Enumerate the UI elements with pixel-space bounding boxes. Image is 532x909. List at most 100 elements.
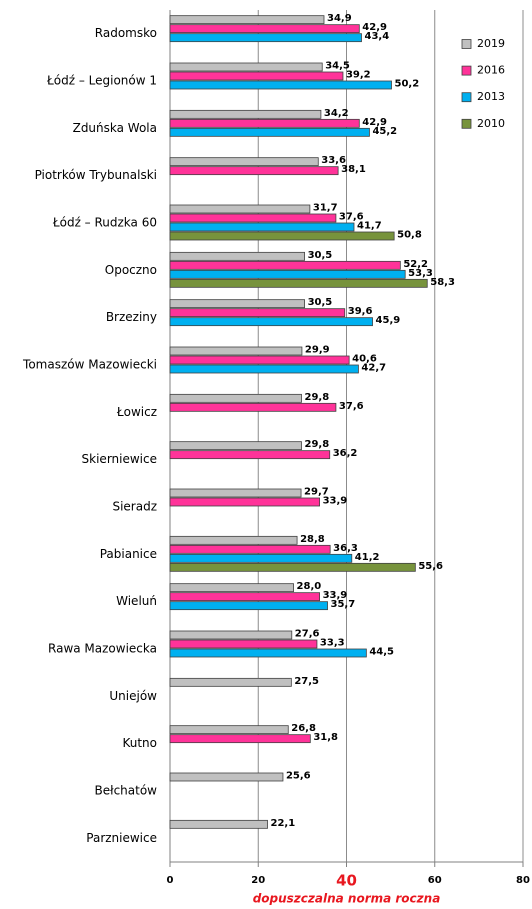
bar [169, 772, 284, 782]
bar [169, 308, 346, 318]
bar [169, 24, 360, 34]
value-label: 30,5 [308, 297, 333, 308]
category-label: Brzeziny [106, 310, 157, 324]
bar [169, 222, 355, 232]
bar [169, 346, 303, 356]
category-label: Łódź – Rudzka 60 [52, 216, 157, 230]
value-label: 31,7 [313, 203, 338, 214]
bar [169, 497, 320, 507]
value-label: 33,9 [323, 496, 348, 507]
bar [169, 317, 373, 327]
bar [169, 80, 392, 90]
x-tick-label: 0 [167, 875, 174, 886]
bar [169, 260, 401, 270]
value-label: 33,6 [321, 155, 346, 166]
bar [169, 269, 406, 279]
value-label: 39,6 [348, 306, 373, 317]
bar [169, 583, 294, 593]
value-label: 37,6 [339, 401, 364, 412]
bar [169, 648, 367, 658]
value-label: 43,4 [365, 31, 390, 42]
bar [169, 734, 311, 744]
bar [169, 819, 268, 829]
value-label: 53,3 [408, 268, 433, 279]
value-label: 29,7 [304, 487, 329, 498]
value-label: 33,3 [320, 638, 345, 649]
legend-label: 2013 [477, 90, 505, 103]
bar [169, 231, 395, 241]
value-label: 29,8 [304, 392, 329, 403]
bar [169, 157, 319, 167]
bar [169, 592, 320, 602]
legend-swatch [461, 92, 472, 103]
value-label: 34,2 [324, 108, 349, 119]
value-label: 28,0 [297, 581, 322, 592]
bar [169, 278, 428, 288]
value-label: 26,8 [291, 723, 316, 734]
bar [169, 450, 331, 460]
value-label: 30,5 [308, 250, 333, 261]
value-label: 50,8 [397, 230, 422, 241]
bar [169, 488, 302, 498]
category-label: Opoczno [105, 263, 157, 277]
bar [169, 725, 289, 735]
value-label: 44,5 [369, 647, 394, 658]
value-label: 42,7 [361, 363, 386, 374]
value-label: 42,9 [362, 117, 387, 128]
category-label: Kutno [122, 736, 157, 750]
value-label: 31,8 [313, 732, 338, 743]
value-label: 50,2 [395, 79, 420, 90]
value-label: 22,1 [271, 818, 296, 829]
bar [169, 62, 323, 72]
bar [169, 15, 325, 25]
value-label: 28,8 [300, 534, 325, 545]
value-label: 34,5 [325, 61, 350, 72]
legend-label: 2016 [477, 64, 505, 77]
annotation: dopuszczalna norma roczna [253, 892, 441, 906]
value-label: 58,3 [430, 277, 455, 288]
bar [169, 251, 305, 261]
bar [169, 364, 359, 374]
category-label: Pabianice [100, 547, 157, 561]
value-label: 25,6 [286, 771, 311, 782]
value-label: 39,2 [346, 70, 371, 81]
legend-swatch [461, 65, 472, 76]
bar [169, 355, 350, 365]
bar [169, 71, 344, 81]
bar [169, 441, 302, 451]
category-label: Łowicz [116, 405, 157, 419]
value-label: 55,6 [418, 561, 443, 572]
value-label: 33,9 [323, 590, 348, 601]
bar [169, 601, 328, 611]
bar [169, 118, 360, 128]
category-label: Radomsko [95, 26, 157, 40]
category-label: Uniejów [109, 689, 157, 703]
bar [169, 402, 337, 412]
value-label: 40,6 [352, 354, 377, 365]
x-tick-label: 40 [336, 872, 357, 890]
bar [169, 127, 370, 137]
value-label: 38,1 [341, 164, 366, 175]
bar [169, 677, 292, 687]
legend-label: 2010 [477, 117, 505, 130]
value-label: 27,5 [294, 676, 319, 687]
value-label: 36,2 [333, 448, 358, 459]
category-label: Łódź – Legionów 1 [46, 74, 157, 88]
value-label: 45,2 [372, 126, 397, 137]
x-tick-label: 60 [428, 875, 442, 886]
legend-label: 2019 [477, 37, 505, 50]
category-label: Skierniewice [82, 452, 157, 466]
value-label: 27,6 [295, 629, 320, 640]
value-label: 42,9 [362, 22, 387, 33]
category-label: Rawa Mazowiecka [48, 642, 157, 656]
value-label: 35,7 [331, 599, 356, 610]
value-label: 36,3 [333, 543, 358, 554]
bar [169, 630, 293, 640]
value-label: 29,8 [304, 439, 329, 450]
category-label: Zduńska Wola [73, 121, 157, 135]
category-label: Parzniewice [86, 831, 157, 845]
bar [169, 213, 337, 223]
value-label: 52,2 [403, 259, 428, 270]
x-tick-label: 20 [251, 875, 265, 886]
